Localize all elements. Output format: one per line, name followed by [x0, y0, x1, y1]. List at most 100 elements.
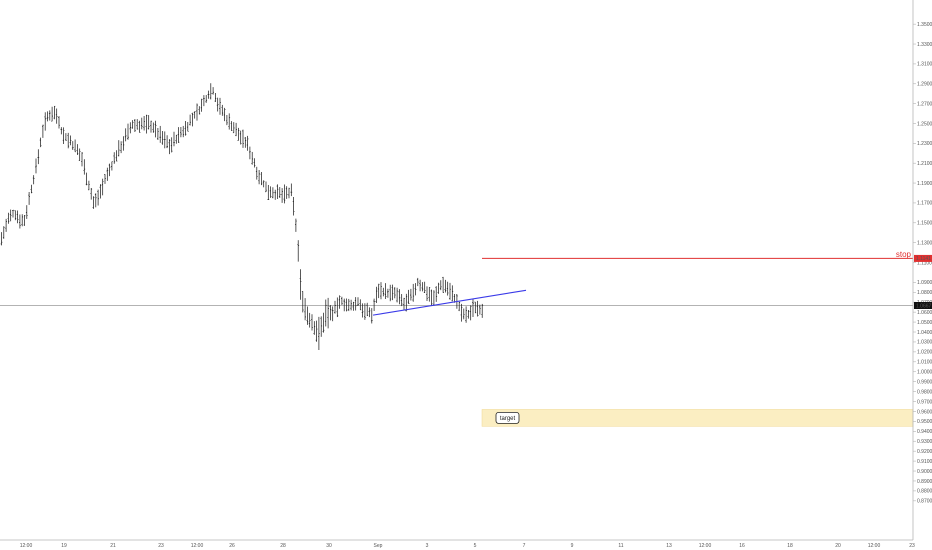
price-bar [458, 301, 461, 312]
price-bar [265, 181, 267, 193]
price-bar [145, 114, 148, 134]
price-bar [331, 306, 334, 322]
time-tick-label: 23 [909, 543, 915, 549]
price-bar [60, 127, 63, 135]
price-bar [216, 97, 219, 112]
price-tick-label: 1.1500 [917, 221, 932, 227]
price-bar [244, 137, 247, 148]
price-bar [193, 111, 196, 119]
price-tick-label: 0.9900 [917, 379, 932, 385]
price-bar [446, 281, 449, 296]
price-tick-label: 1.2900 [917, 82, 932, 88]
price-bar [288, 187, 290, 199]
price-bar [182, 125, 185, 138]
price-tick-label: 0.9700 [917, 399, 932, 405]
price-bar [347, 298, 350, 312]
price-tick-label: 0.9500 [917, 419, 932, 425]
price-bar [170, 137, 173, 153]
price-bar [336, 297, 339, 318]
price-bar [120, 141, 122, 154]
price-bar [370, 308, 373, 324]
price-bar [28, 191, 30, 205]
price-bar [366, 302, 369, 317]
price-bar [368, 307, 371, 318]
price-tick-label: 0.8700 [917, 499, 932, 505]
price-bar [292, 196, 295, 216]
price-tick-label: 0.9100 [917, 459, 932, 465]
price-bar [239, 130, 242, 145]
price-tick-label: 1.2100 [917, 161, 932, 167]
price-bar [274, 189, 277, 200]
price-bar [51, 106, 53, 122]
price-axis[interactable]: 1.3500 1.3300 1.3100 1.2900 1.2700 1.2500 1.23… [913, 22, 932, 505]
price-bar [301, 291, 304, 313]
price-bar [416, 277, 419, 287]
price-bar [150, 120, 152, 133]
target-label-box[interactable] [495, 412, 520, 424]
price-bar [134, 118, 136, 132]
price-bar [354, 297, 357, 311]
price-bar [76, 144, 79, 155]
price-bar [184, 120, 187, 136]
price-bar [232, 122, 235, 134]
price-bar [299, 269, 302, 300]
price-bar [228, 113, 231, 130]
price-bar [391, 284, 394, 301]
price-bar [136, 119, 139, 130]
price-bar [423, 281, 426, 293]
price-bar [163, 131, 166, 149]
price-bar [221, 104, 224, 116]
price-bar [410, 288, 412, 301]
price-tick-label: 1.1700 [917, 201, 932, 207]
price-bar [14, 210, 17, 221]
price-bar [200, 98, 203, 112]
price-bar [322, 312, 325, 333]
price-bar [389, 284, 392, 302]
price-bar [341, 296, 343, 305]
price-bar [242, 129, 244, 148]
price-bar [373, 298, 375, 311]
stop-label: stop [896, 250, 912, 259]
price-bar [166, 135, 168, 149]
price-bar [276, 184, 279, 200]
time-axis[interactable]: 12:00 19 21 23 12:00 26 28 30 Sep 3 5 7 9 11 13 12:00 16… [20, 543, 915, 549]
price-bar [320, 316, 323, 337]
price-bar [258, 169, 260, 185]
price-bar [127, 123, 129, 140]
current-price-tag [914, 301, 932, 309]
trendline[interactable] [372, 289, 527, 316]
price-bar [474, 301, 477, 314]
price-tick-label: 0.9400 [917, 429, 932, 435]
price-bar [283, 184, 286, 204]
time-tick-label: 11 [618, 543, 623, 549]
price-bar [460, 303, 463, 322]
price-bar [380, 282, 382, 300]
price-tick-label: 1.0600 [917, 310, 932, 316]
price-bar [393, 287, 396, 299]
price-bar [173, 131, 175, 147]
price-bar [140, 117, 143, 130]
price-tick-label: 1.2700 [917, 101, 932, 107]
price-bar [152, 122, 155, 133]
price-bar [25, 205, 28, 219]
price-bar [481, 303, 484, 318]
price-bar [364, 303, 366, 320]
price-bar [235, 122, 237, 137]
price-bar [168, 139, 171, 155]
price-bar [260, 172, 263, 186]
price-bar [315, 320, 318, 342]
price-bar [19, 214, 21, 229]
price-bar [32, 175, 35, 185]
price-bar [267, 184, 270, 201]
time-tick-label: Sep [374, 543, 383, 549]
price-tick-label: 1.3500 [917, 22, 932, 28]
price-tick-label: 1.0400 [917, 330, 932, 336]
price-bar [465, 306, 467, 323]
target-zone [481, 409, 914, 427]
target-label: target [500, 416, 516, 422]
price-tick-label: 1.2300 [917, 141, 932, 147]
price-bar [297, 240, 300, 262]
price-tick-label: 0.9600 [917, 409, 932, 415]
price-bar [94, 193, 97, 208]
